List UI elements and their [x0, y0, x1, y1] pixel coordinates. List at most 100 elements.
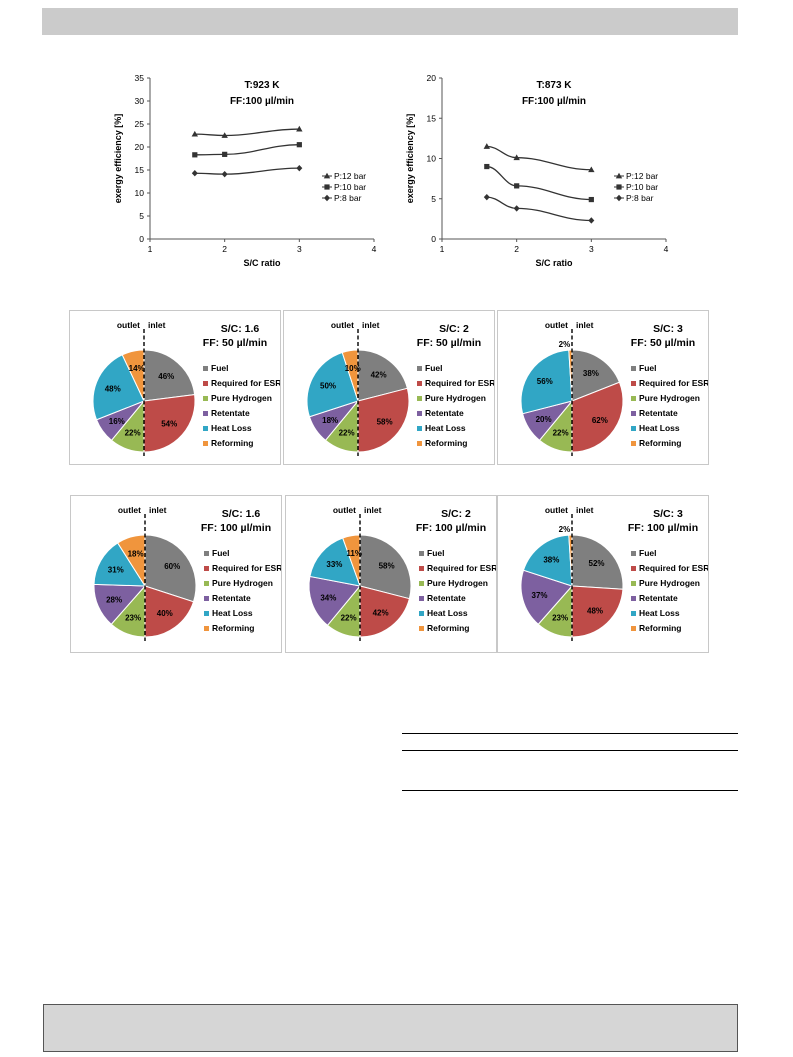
pie-value-label: 20% [536, 415, 552, 424]
pie-value-label: 16% [109, 417, 125, 426]
legend-label: P:12 bar [334, 171, 366, 181]
legend-label: Heat Loss [425, 423, 466, 433]
legend-label: Reforming [211, 438, 254, 448]
legend-swatch-heat-loss [419, 611, 424, 616]
legend-label: Fuel [427, 548, 444, 558]
inlet-label: inlet [148, 320, 166, 330]
pie-value-label: 46% [158, 372, 174, 381]
legend-swatch-retentate [417, 411, 422, 416]
legend-label: Retentate [425, 408, 464, 418]
legend-swatch-fuel [417, 366, 422, 371]
legend-label: Required for ESR [212, 563, 281, 573]
data-point [222, 151, 228, 157]
pie-value-label: 33% [326, 560, 342, 569]
series-line [194, 167, 300, 175]
legend-label: Pure Hydrogen [639, 393, 700, 403]
legend-swatch-reforming [417, 441, 422, 446]
y-axis-label: exergy efficiency [%] [405, 114, 415, 204]
page-footer-box [43, 1004, 738, 1052]
table-rule-bottom [402, 790, 738, 791]
data-point [514, 183, 520, 189]
y-tick-label: 25 [135, 119, 145, 129]
inlet-label: inlet [576, 320, 594, 330]
pie-slice-fuel [357, 349, 409, 402]
table-rule-top [402, 733, 738, 734]
pie-slice-retentate [308, 575, 361, 627]
legend-swatch-reforming [631, 441, 636, 446]
pie-slice-fuel [571, 349, 621, 402]
chart-subtitle: FF:100 µl/min [522, 96, 586, 107]
legend-label: Pure Hydrogen [639, 578, 700, 588]
pie-slice-heat-loss [306, 351, 359, 418]
chart-title: T:873 K [536, 80, 572, 91]
pie-slice-heat-loss [522, 534, 573, 587]
pie-slice-required-for-esr [571, 381, 624, 453]
legend-swatch-reforming [419, 626, 424, 631]
y-tick-label: 20 [427, 73, 437, 83]
legend-label: Fuel [639, 363, 656, 373]
legend-swatch-fuel [631, 366, 636, 371]
legend-label: Fuel [211, 363, 228, 373]
legend-label: P:12 bar [626, 171, 658, 181]
pie-value-label: 22% [339, 429, 355, 438]
line-chart-873k: 0 5 10 15 20 1 2 3 4 S/C ratio exergy efficiency [… [405, 73, 669, 268]
inlet-label: inlet [364, 505, 382, 515]
pie-title: S/C: 2 [441, 508, 471, 520]
data-point [484, 163, 490, 170]
pie-slices: 58% 42% 22% 34% 33% 11% [308, 534, 412, 638]
legend-swatch-fuel [203, 366, 208, 371]
pie-value-label: 48% [587, 607, 603, 616]
outlet-label: outlet [545, 505, 568, 515]
data-point [588, 196, 594, 203]
data-point [588, 166, 595, 173]
pie-panel-sc-1-6-ff-50: 46% 54% 22% 16% 48% 14% outlet inlet S/C: 1.6 FF:… [69, 310, 281, 465]
pie-value-label: 38% [583, 369, 599, 378]
legend-swatch-required-for-esr [631, 566, 636, 571]
legend-label: Reforming [427, 623, 470, 633]
pie-value-label: 18% [322, 416, 338, 425]
y-tick-label: 0 [139, 234, 144, 244]
pie-panel-sc-3-ff-50: 38% 62% 22% 20% 56% 2% outlet inlet S/C: 3 FF: 50… [497, 310, 709, 465]
legend-label: Retentate [639, 593, 678, 603]
legend-marker [616, 184, 622, 190]
data-point [191, 130, 198, 137]
legend-label: Heat Loss [211, 423, 252, 433]
y-tick-label: 15 [427, 113, 437, 123]
legend-marker [323, 172, 331, 179]
pie-value-label: 22% [125, 429, 141, 438]
data-point [588, 217, 595, 224]
x-axis-label: S/C ratio [535, 258, 573, 268]
legend-swatch-required-for-esr [203, 381, 208, 386]
pie-subtitle: FF: 100 µl/min [628, 522, 698, 534]
pie-value-label: 58% [379, 561, 395, 570]
legend-label: Required for ESR [427, 563, 496, 573]
pie-slice-fuel [571, 534, 624, 590]
x-tick-label: 3 [589, 244, 594, 254]
pie-slices: 42% 58% 22%18% 50% 10% [306, 349, 410, 453]
legend-swatch-pure-hydrogen [631, 581, 636, 586]
pie-value-label: 31% [108, 565, 124, 574]
pie-chart: 42% 58% 22%18% 50% 10% outlet inlet S/C: 2 FF: 5… [306, 320, 494, 456]
legend-label: Heat Loss [639, 608, 680, 618]
series-2: P:8 bar [483, 193, 654, 224]
pie-value-label: 50% [320, 382, 336, 391]
pie-slice-fuel [144, 534, 197, 603]
pie-value-label: 54% [161, 419, 177, 428]
series-0: P:12 bar [483, 143, 658, 181]
line-chart-923k: 0 5 10 15 20 25 30 35 1 2 3 4 S/C ratio exergy effici… [113, 73, 377, 268]
pie-value-label: 52% [589, 559, 605, 568]
legend-swatch-fuel [419, 551, 424, 556]
data-point [296, 164, 303, 172]
legend-label: Retentate [212, 593, 251, 603]
pie-title: S/C: 1.6 [221, 323, 260, 335]
outlet-label: outlet [117, 320, 140, 330]
series-1: P:10 bar [484, 163, 658, 203]
pie-title: S/C: 1.6 [222, 508, 261, 520]
pie-value-label: 37% [532, 591, 548, 600]
data-point [513, 205, 520, 212]
pie-value-label: 11% [346, 549, 362, 558]
legend-label: Heat Loss [427, 608, 468, 618]
pie-value-label: 18% [128, 550, 144, 559]
pie-slice-required-for-esr [144, 585, 195, 638]
legend-marker [324, 194, 330, 202]
